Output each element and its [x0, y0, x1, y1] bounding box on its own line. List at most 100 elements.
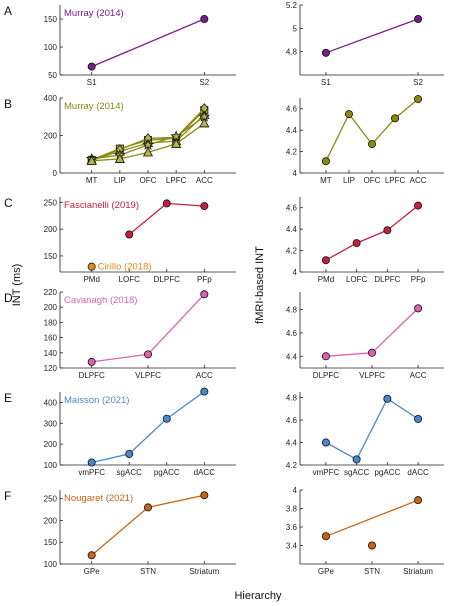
y-tick-label: 400: [44, 94, 58, 103]
x-tick-label: DLPFC: [313, 371, 339, 380]
data-point: [125, 449, 134, 458]
y-tick-label: 4.8: [286, 48, 298, 57]
y-tick-label: 200: [44, 440, 58, 449]
data-point: [414, 496, 423, 505]
x-tick-label: dACC: [407, 468, 429, 477]
x-tick-label: S1: [321, 78, 331, 87]
data-point: [87, 551, 96, 560]
data-point: [200, 14, 209, 23]
x-tick-label: LOFC: [346, 275, 368, 284]
x-tick-label: PFp: [197, 275, 212, 284]
y-tick-label: 4.4: [286, 439, 298, 448]
y-tick-label: 4.6: [286, 105, 298, 114]
row-label-c: C: [4, 196, 13, 210]
x-tick-label: ACC: [410, 176, 427, 185]
x-tick-label: PFp: [411, 275, 426, 284]
right-y-axis-label: fMRI-based INT: [254, 246, 266, 324]
y-tick-label: 220: [44, 288, 58, 297]
panel-title: Murray (2014): [64, 101, 124, 112]
x-tick-label: S1: [87, 78, 97, 87]
x-tick-label: PMd: [318, 275, 334, 284]
row-label-f: F: [4, 489, 11, 503]
y-tick-label: 200: [44, 516, 58, 525]
x-tick-label: VLPFC: [359, 371, 385, 380]
y-tick-label: 4.6: [286, 329, 298, 338]
x-tick-label: sgACC: [117, 468, 143, 477]
series-line: [91, 391, 205, 464]
panel-title: Cavanagh (2018): [64, 295, 137, 306]
y-tick-label: 4.4: [286, 352, 298, 361]
y-tick-label: 4.2: [286, 247, 298, 256]
y-tick-label: 5: [293, 24, 298, 33]
data-point: [171, 138, 182, 148]
series-line: [91, 18, 205, 68]
y-tick-label: 100: [44, 43, 58, 52]
data-point: [414, 414, 423, 423]
y-tick-label: 4.4: [286, 225, 298, 234]
data-point: [344, 110, 353, 119]
x-tick-label: pgACC: [154, 468, 180, 477]
x-tick-label: LIP: [114, 176, 126, 185]
x-tick-label: LPFC: [166, 176, 187, 185]
series-line: [325, 205, 419, 261]
data-point: [391, 114, 400, 123]
data-point: [414, 201, 423, 210]
data-point: [414, 304, 423, 313]
data-point: [143, 503, 152, 512]
y-tick-label: 140: [44, 349, 58, 358]
x-tick-label: ACC: [196, 371, 213, 380]
x-tick-label: LPFC: [385, 176, 406, 185]
x-tick-label: VLPFC: [135, 371, 161, 380]
panel-layer: 50 100 150 S1 S2 Murray (2014) A 4.8 5 5.2 S1 S2 0 20…: [4, 1, 444, 576]
data-point: [367, 140, 376, 149]
y-tick-label: 3.8: [286, 505, 298, 514]
data-point: [414, 95, 423, 104]
data-point: [142, 146, 154, 157]
series-line: [325, 499, 419, 537]
panel-e-right: 4.2 4.4 4.6 4.8 vmPFC sgACC pgACC dACC: [286, 392, 444, 477]
x-tick-label: MT: [320, 176, 332, 185]
panel-d-right: 4.4 4.6 4.8 DLPFC VLPFC ACC: [286, 292, 444, 380]
left-y-axis-label: INT (ms): [11, 264, 23, 307]
y-tick-label: 4.6: [286, 416, 298, 425]
y-tick-label: 200: [44, 132, 58, 141]
y-tick-label: 4.4: [286, 126, 298, 135]
y-tick-label: 5.2: [286, 1, 298, 10]
panel-title: Fascianelli (2019): [64, 200, 139, 211]
data-point: [86, 155, 97, 165]
y-tick-label: 150: [44, 15, 58, 24]
data-point: [143, 350, 152, 359]
y-tick-label: 100: [44, 461, 58, 470]
y-tick-label: 4: [293, 486, 298, 495]
data-point: [199, 117, 210, 128]
x-tick-label: OFC: [364, 176, 381, 185]
panel-title: Nougaret (2021): [64, 493, 133, 504]
x-tick-label: S2: [413, 78, 423, 87]
series-line: [325, 98, 419, 162]
panel-c-right: 4 4.2 4.4 4.6 PMd LOFC DLPFC PFp: [286, 197, 444, 284]
x-tick-label: S2: [199, 78, 209, 87]
data-point: [200, 290, 209, 299]
x-tick-label: vmPFC: [78, 468, 105, 477]
y-tick-label: 4.2: [286, 461, 298, 470]
y-tick-label: 120: [44, 364, 58, 373]
x-tick-label: STN: [364, 567, 380, 576]
y-tick-label: 0: [53, 169, 58, 178]
row-label-d: D: [4, 291, 13, 305]
y-tick-label: 180: [44, 318, 58, 327]
y-tick-label: 3.4: [286, 542, 298, 551]
panel-f-right: 3.4 3.6 3.8 4 GPe STN Striatum: [286, 486, 444, 576]
y-tick-label: 50: [48, 71, 57, 80]
x-tick-label: Striatum: [189, 567, 219, 576]
panel-d-left: 120 140 160 180 200 220 DLPFC VLPFC ACC Cavanagh …: [4, 288, 236, 380]
panel-b-left: 0 200 400 MT LIP OFC LPFC ACC Murray (2014) B: [4, 94, 236, 185]
x-axis-label: Hierarchy: [234, 590, 282, 602]
panel-title: Murray (2014): [64, 8, 124, 19]
x-tick-label: Striatum: [403, 567, 433, 576]
x-tick-label: ACC: [196, 176, 213, 185]
series-line: [325, 18, 419, 54]
panel-b-right: 4 4.2 4.4 4.6 MT LIP OFC LPFC ACC: [286, 95, 444, 185]
data-point: [367, 348, 376, 357]
